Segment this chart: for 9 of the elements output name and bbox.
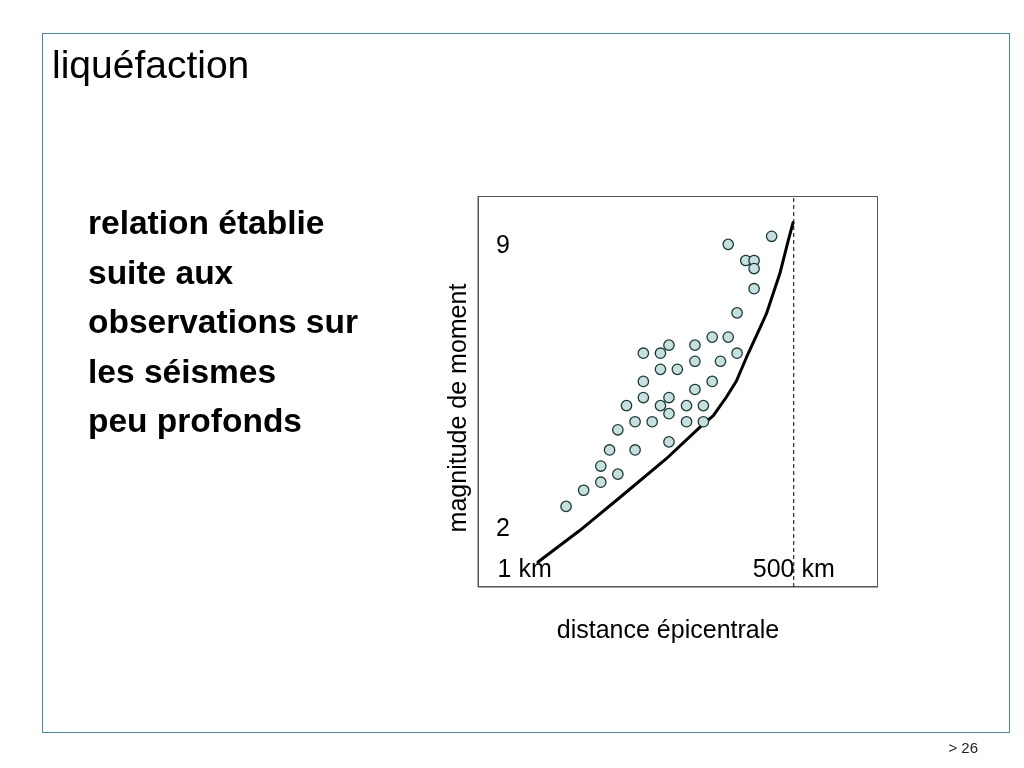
x-tick-label: 500 km (752, 554, 835, 582)
y-axis-title: magnitude de moment (442, 283, 472, 533)
text: > 26 (948, 739, 978, 756)
text: liquéfaction (52, 42, 250, 88)
x-tick-label: 1 km (497, 554, 552, 582)
y-tick-label: 2 (496, 512, 510, 541)
x-axis-title: distance épicentrale (556, 614, 780, 644)
text: relation établie suite aux observations sur les séismes peu profonds (88, 203, 358, 441)
y-tick-label: 9 (496, 230, 510, 259)
